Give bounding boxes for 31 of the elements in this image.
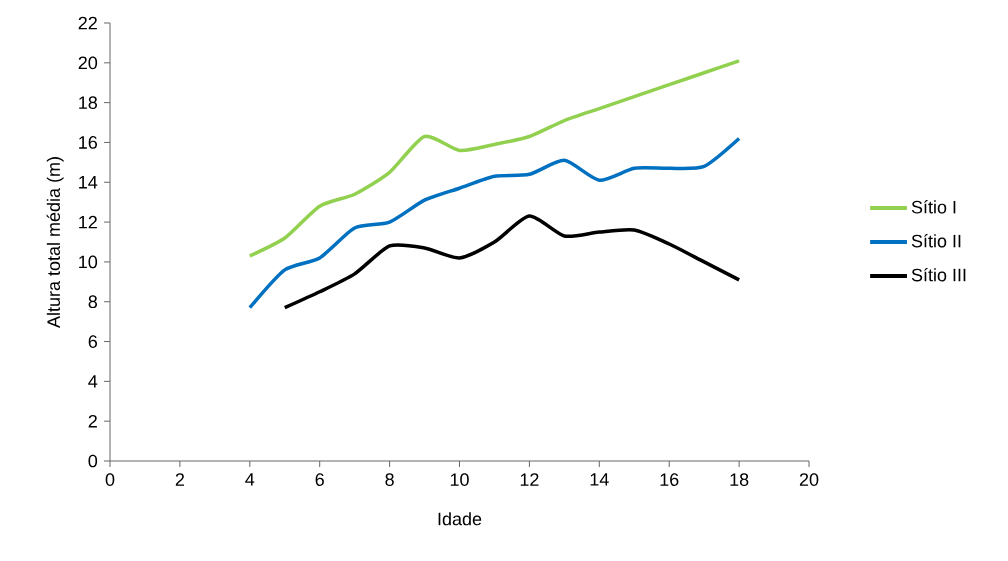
y-tick-label: 4 — [88, 375, 98, 388]
y-tick-label: 14 — [79, 176, 98, 189]
x-tick-label: 2 — [175, 473, 185, 486]
line-series — [248, 136, 741, 310]
x-tick-label: 4 — [245, 473, 255, 486]
x-tick-label: 8 — [385, 473, 394, 486]
y-tick-label: 12 — [79, 215, 97, 229]
x-tick-label: 14 — [590, 473, 609, 486]
y-tick-label: 0 — [88, 454, 98, 468]
x-axis-title: Idade — [438, 512, 482, 526]
y-axis-title: Altura total média (m) — [46, 157, 64, 328]
y-tick-label: 18 — [79, 96, 98, 109]
x-tick-label: 16 — [660, 473, 679, 486]
y-tick-label: 6 — [88, 335, 98, 348]
legend-label: Sítio II — [911, 234, 961, 248]
x-tick-label: 0 — [105, 473, 115, 486]
y-tick-label: 16 — [79, 136, 98, 149]
x-tick-label: 6 — [315, 473, 324, 486]
y-tick-label: 22 — [78, 16, 97, 30]
y-tick-label: 10 — [79, 255, 98, 269]
line-series — [248, 59, 741, 258]
x-tick-label: 12 — [520, 473, 539, 486]
x-tick-label: 20 — [799, 473, 819, 486]
legend-label: Sítio III — [911, 267, 966, 282]
y-tick-label: 2 — [88, 414, 97, 428]
x-tick-label: 18 — [730, 473, 749, 486]
legend-label: Sítio I — [911, 200, 956, 214]
y-tick-label: 8 — [88, 295, 98, 309]
y-tick-label: 20 — [78, 56, 98, 70]
line-series — [283, 214, 741, 310]
x-tick-label: 10 — [450, 473, 469, 486]
